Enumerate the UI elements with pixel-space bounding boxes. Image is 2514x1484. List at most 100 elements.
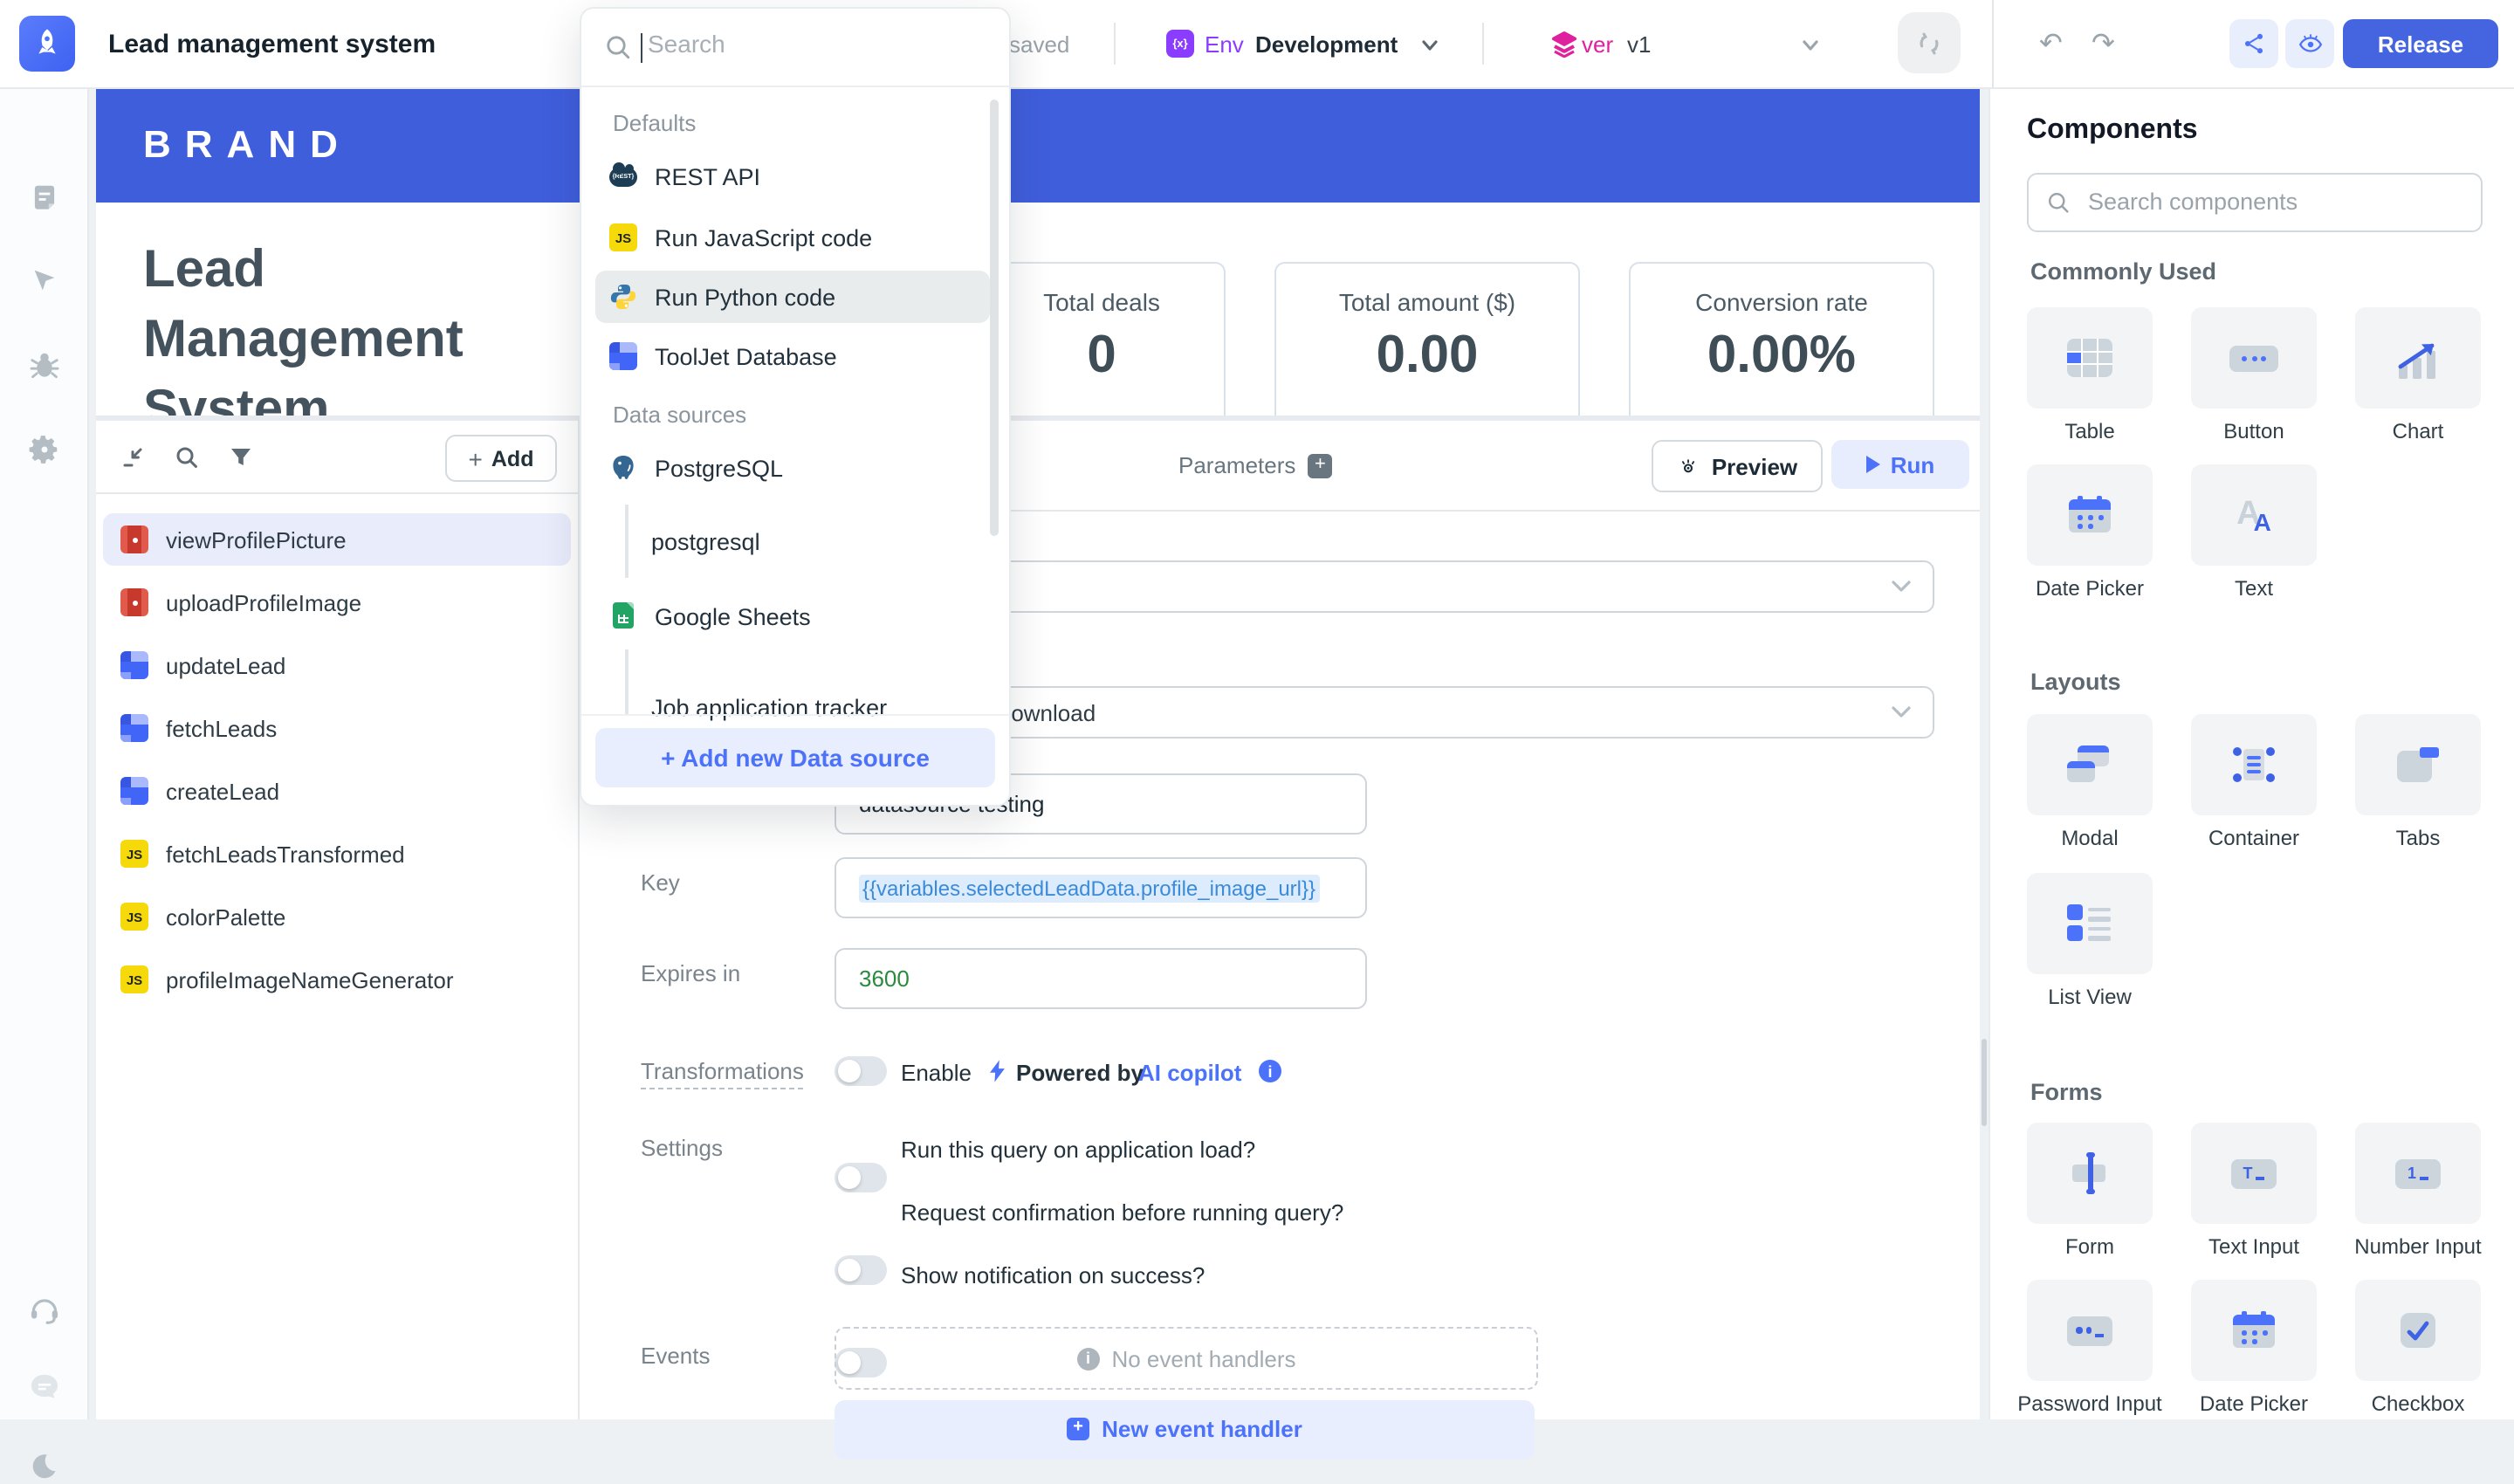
chevron-down-icon[interactable] bbox=[1421, 37, 1439, 54]
share-icon bbox=[2244, 33, 2263, 54]
popup-search-row bbox=[581, 9, 1009, 87]
form-icon bbox=[2067, 1152, 2112, 1194]
component-card-chart[interactable] bbox=[2355, 307, 2481, 409]
popup-subitem-postgresql[interactable]: postgresql bbox=[651, 529, 760, 555]
component-label: List View bbox=[2048, 985, 2132, 1009]
env-selector[interactable]: Development bbox=[1255, 31, 1398, 57]
add-datasource-button[interactable]: + Add new Data source bbox=[595, 728, 995, 787]
component-label: Password Input bbox=[2017, 1391, 2162, 1416]
stat-card-total-amount[interactable]: Total amount ($) 0.00 bbox=[1274, 262, 1580, 421]
support-icon[interactable] bbox=[26, 1292, 61, 1327]
component-card-tabs[interactable] bbox=[2355, 714, 2481, 815]
tooljet-logo[interactable] bbox=[19, 16, 75, 72]
query-name: colorPalette bbox=[166, 903, 286, 930]
redo-button[interactable]: ↷ bbox=[2092, 30, 2115, 59]
search-icon bbox=[607, 36, 630, 59]
notify-on-success-toggle[interactable] bbox=[835, 1348, 887, 1378]
component-label: Table bbox=[2064, 419, 2115, 443]
run-query-button[interactable]: Run bbox=[1831, 440, 1969, 489]
popup-search-input[interactable] bbox=[644, 28, 983, 59]
component-card-container[interactable] bbox=[2191, 714, 2317, 815]
tooljet-database-icon bbox=[120, 714, 148, 742]
version-diff-button[interactable] bbox=[1898, 12, 1961, 73]
dark-mode-icon[interactable] bbox=[26, 1449, 61, 1484]
query-row[interactable]: JS fetchLeadsTransformed bbox=[103, 828, 571, 880]
popup-scrollbar[interactable] bbox=[990, 100, 999, 536]
undo-button[interactable]: ↶ bbox=[2039, 30, 2063, 59]
component-card-button[interactable] bbox=[2191, 307, 2317, 409]
powered-by-label: Powered by bbox=[1016, 1060, 1144, 1086]
google-sheets-icon bbox=[609, 602, 637, 630]
query-row[interactable]: createLead bbox=[103, 765, 571, 817]
play-icon bbox=[1865, 456, 1880, 473]
popup-item-rest-api[interactable]: {REST} REST API bbox=[595, 150, 990, 203]
ai-copilot-label[interactable]: AI copilot bbox=[1138, 1060, 1242, 1086]
component-card-modal[interactable] bbox=[2027, 714, 2153, 815]
stat-card-total-deals[interactable]: Total deals 0 bbox=[978, 262, 1226, 421]
app-canvas[interactable]: BRAND Lead Management System Total deals… bbox=[96, 87, 1980, 421]
stat-card-conversion-rate[interactable]: Conversion rate 0.00% bbox=[1629, 262, 1934, 421]
filter-icon[interactable] bbox=[229, 445, 253, 470]
transformations-toggle[interactable] bbox=[835, 1056, 887, 1086]
search-icon[interactable] bbox=[175, 445, 199, 470]
query-row-selected[interactable]: viewProfilePicture bbox=[103, 513, 571, 566]
add-query-button[interactable]: + Add bbox=[445, 435, 557, 482]
component-card-textinput[interactable]: T bbox=[2191, 1123, 2317, 1224]
popup-section-title: Defaults bbox=[613, 110, 697, 136]
component-card-checkbox[interactable] bbox=[2355, 1280, 2481, 1381]
release-button[interactable]: Release bbox=[2343, 19, 2498, 68]
component-card-passwordinput[interactable] bbox=[2027, 1280, 2153, 1381]
component-card-numberinput[interactable]: 1 bbox=[2355, 1123, 2481, 1224]
rocket-icon bbox=[38, 29, 56, 54]
query-row[interactable]: updateLead bbox=[103, 639, 571, 691]
table-icon bbox=[2067, 339, 2112, 377]
comments-icon[interactable] bbox=[26, 1369, 61, 1404]
inspector-icon[interactable] bbox=[26, 262, 61, 297]
add-parameter-button[interactable]: + bbox=[1308, 453, 1333, 477]
chevron-down-icon[interactable] bbox=[1802, 37, 1819, 54]
components-search-input[interactable] bbox=[2085, 187, 2467, 216]
components-search[interactable] bbox=[2027, 173, 2483, 232]
component-label: Date Picker bbox=[2199, 1391, 2309, 1416]
notify-on-success-label: Show notification on success? bbox=[901, 1262, 1205, 1288]
passwordinput-icon bbox=[2067, 1316, 2112, 1345]
popup-item-tooljet-database[interactable]: ToolJet Database bbox=[595, 330, 990, 382]
popup-item-label: Run Python code bbox=[655, 284, 836, 310]
confirm-before-run-toggle[interactable] bbox=[835, 1255, 887, 1285]
preview-app-button[interactable] bbox=[2285, 19, 2334, 68]
popup-item-run-javascript[interactable]: JS Run JavaScript code bbox=[595, 211, 990, 264]
share-button[interactable] bbox=[2229, 19, 2278, 68]
scrollbar-thumb[interactable] bbox=[1982, 1039, 1987, 1126]
popup-item-run-python[interactable]: Run Python code bbox=[595, 271, 990, 323]
info-icon[interactable]: i bbox=[1259, 1060, 1281, 1082]
app-title[interactable]: Lead management system bbox=[108, 29, 436, 58]
key-input[interactable]: {{variables.selectedLeadData.profile_ima… bbox=[835, 857, 1367, 918]
version-label: ver bbox=[1582, 31, 1614, 57]
new-event-handler-button[interactable]: + New event handler bbox=[835, 1400, 1535, 1460]
component-card-datepicker[interactable] bbox=[2027, 464, 2153, 566]
pages-icon[interactable] bbox=[26, 180, 61, 215]
popup-item-google-sheets[interactable]: Google Sheets bbox=[595, 590, 990, 642]
expires-input[interactable]: 3600 bbox=[835, 948, 1367, 1009]
component-card-datepicker2[interactable] bbox=[2191, 1280, 2317, 1381]
debugger-icon[interactable] bbox=[26, 347, 61, 382]
divider bbox=[1114, 23, 1116, 65]
datasource-select[interactable] bbox=[835, 560, 1934, 613]
component-card-form[interactable] bbox=[2027, 1123, 2153, 1224]
app-heading-line: Lead bbox=[143, 241, 266, 299]
query-row[interactable]: JS profileImageNameGenerator bbox=[103, 953, 571, 1006]
collapse-panel-icon[interactable] bbox=[120, 445, 145, 470]
query-row[interactable]: uploadProfileImage bbox=[103, 576, 571, 629]
settings-icon[interactable] bbox=[26, 431, 61, 466]
component-card-table[interactable] bbox=[2027, 307, 2153, 409]
run-on-load-toggle[interactable] bbox=[835, 1163, 887, 1192]
stat-label: Total deals bbox=[1043, 288, 1160, 316]
component-card-listview[interactable] bbox=[2027, 873, 2153, 974]
query-row[interactable]: fetchLeads bbox=[103, 702, 571, 754]
popup-item-postgresql[interactable]: PostgreSQL bbox=[595, 442, 990, 494]
popup-subitem-job-application-tracker[interactable]: Job application tracker bbox=[651, 695, 888, 721]
preview-query-button[interactable]: Preview bbox=[1652, 440, 1823, 492]
query-row[interactable]: JS colorPalette bbox=[103, 890, 571, 943]
version-selector[interactable]: v1 bbox=[1627, 31, 1652, 57]
